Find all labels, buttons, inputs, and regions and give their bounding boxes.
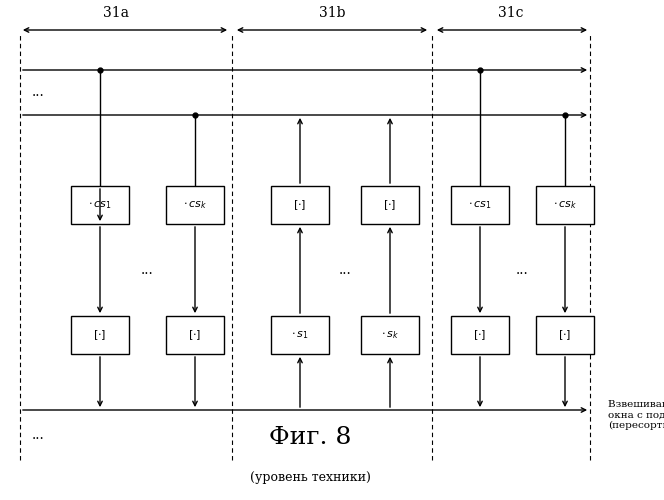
- Text: $[\cdot]$: $[\cdot]$: [558, 328, 572, 342]
- Text: (уровень техники): (уровень техники): [250, 472, 371, 484]
- Text: $[\cdot]$: $[\cdot]$: [293, 198, 307, 212]
- Bar: [451, 316, 509, 354]
- Text: ...: ...: [32, 86, 44, 100]
- Text: ...: ...: [516, 263, 529, 277]
- Bar: [536, 316, 594, 354]
- Text: $\cdot\,cs_k$: $\cdot\,cs_k$: [183, 199, 207, 211]
- Text: $\cdot\,s_1$: $\cdot\,s_1$: [291, 329, 309, 341]
- Text: 31b: 31b: [319, 6, 345, 20]
- Bar: [71, 316, 129, 354]
- Text: $\cdot\,cs_1$: $\cdot\,cs_1$: [468, 199, 492, 211]
- Text: $[\cdot]$: $[\cdot]$: [94, 328, 107, 342]
- Text: $\cdot\,s_k$: $\cdot\,s_k$: [381, 329, 399, 341]
- Bar: [451, 186, 509, 224]
- Bar: [361, 316, 419, 354]
- Text: $[\cdot]$: $[\cdot]$: [383, 198, 396, 212]
- Text: 31c: 31c: [498, 6, 524, 20]
- Bar: [271, 316, 329, 354]
- Text: $[\cdot]$: $[\cdot]$: [189, 328, 202, 342]
- Text: 31a: 31a: [103, 6, 129, 20]
- Text: ...: ...: [141, 263, 154, 277]
- Bar: [271, 186, 329, 224]
- Text: $\cdot\,cs_1$: $\cdot\,cs_1$: [88, 199, 112, 211]
- Bar: [536, 186, 594, 224]
- Text: Фиг. 8: Фиг. 8: [269, 426, 351, 450]
- Text: ...: ...: [32, 428, 44, 442]
- Bar: [166, 316, 224, 354]
- Text: Взвешивание функцией
окна с поднятием
(пересортировано): Взвешивание функцией окна с поднятием (п…: [608, 400, 664, 430]
- Bar: [166, 186, 224, 224]
- Text: $[\cdot]$: $[\cdot]$: [473, 328, 487, 342]
- Text: $\cdot\,cs_k$: $\cdot\,cs_k$: [553, 199, 577, 211]
- Bar: [361, 186, 419, 224]
- Text: ...: ...: [339, 263, 351, 277]
- Bar: [71, 186, 129, 224]
